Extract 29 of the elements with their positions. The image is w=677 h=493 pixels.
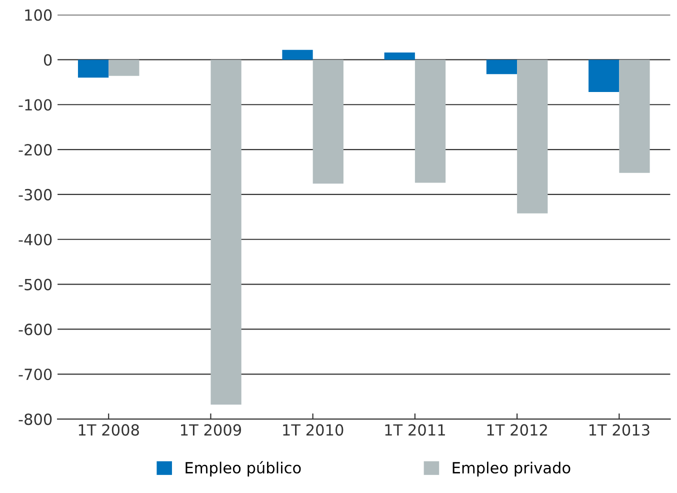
y-tick-label: 100 — [25, 9, 52, 21]
x-tick-label: 1T 2013 — [589, 424, 650, 436]
legend-label: Empleo privado — [452, 462, 570, 476]
y-tick-label: -200 — [18, 144, 52, 156]
x-tick-label: 1T 2008 — [78, 424, 139, 436]
y-tick-label: -800 — [18, 414, 52, 426]
bar — [312, 60, 344, 184]
y-tick-label: -500 — [18, 278, 52, 290]
bar — [588, 60, 620, 92]
x-tick-label: 1T 2009 — [181, 424, 242, 436]
y-tick-label: 0 — [44, 54, 52, 66]
bar — [78, 60, 109, 78]
bar — [619, 60, 650, 173]
y-tick-label: -400 — [18, 234, 52, 246]
x-tick-label: 1T 2011 — [385, 424, 445, 436]
x-tick-label: 1T 2012 — [487, 424, 547, 436]
bar — [384, 52, 415, 60]
bar — [517, 60, 548, 214]
y-tick-label: -100 — [18, 99, 52, 111]
bar — [210, 60, 242, 405]
x-tick-label: 1T 2010 — [283, 424, 344, 436]
bar — [414, 60, 446, 183]
y-tick-label: -300 — [18, 188, 52, 200]
y-tick-label: -600 — [18, 324, 52, 336]
legend-label: Empleo público — [186, 461, 301, 476]
bar — [282, 50, 313, 60]
y-tick-label: -700 — [18, 368, 52, 380]
bar — [486, 60, 518, 74]
bar — [108, 60, 140, 76]
